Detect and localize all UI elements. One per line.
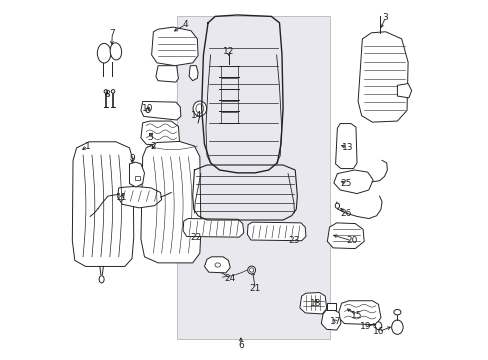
Text: 24: 24 xyxy=(224,274,235,283)
Bar xyxy=(220,89,238,100)
Polygon shape xyxy=(129,162,144,187)
Ellipse shape xyxy=(391,320,402,334)
Ellipse shape xyxy=(247,266,255,274)
Text: 10: 10 xyxy=(142,104,154,113)
Polygon shape xyxy=(176,16,329,339)
Text: 5: 5 xyxy=(147,132,152,141)
Polygon shape xyxy=(189,66,198,81)
Polygon shape xyxy=(118,186,162,208)
Polygon shape xyxy=(141,102,181,120)
Text: 11: 11 xyxy=(115,193,127,202)
Polygon shape xyxy=(321,309,340,330)
Text: 4: 4 xyxy=(183,20,188,29)
Text: 14: 14 xyxy=(190,111,202,120)
Ellipse shape xyxy=(335,203,339,208)
Text: 23: 23 xyxy=(288,236,300,245)
Polygon shape xyxy=(72,142,134,266)
Ellipse shape xyxy=(393,310,400,315)
Ellipse shape xyxy=(193,101,206,116)
Text: 22: 22 xyxy=(190,233,202,242)
Polygon shape xyxy=(151,27,198,66)
Ellipse shape xyxy=(104,90,107,93)
Text: 13: 13 xyxy=(342,143,353,152)
Polygon shape xyxy=(299,293,326,314)
Ellipse shape xyxy=(249,268,253,272)
Ellipse shape xyxy=(110,43,122,60)
Polygon shape xyxy=(337,301,380,325)
Polygon shape xyxy=(183,219,244,237)
Polygon shape xyxy=(357,32,407,122)
Ellipse shape xyxy=(99,276,104,283)
Text: 12: 12 xyxy=(222,47,234,56)
Text: 3: 3 xyxy=(382,13,387,22)
Polygon shape xyxy=(326,223,364,249)
Ellipse shape xyxy=(215,263,220,267)
Bar xyxy=(220,66,238,77)
Text: 21: 21 xyxy=(249,284,261,293)
Ellipse shape xyxy=(111,90,115,93)
Text: 1: 1 xyxy=(85,141,91,150)
Text: 8: 8 xyxy=(104,90,110,99)
Polygon shape xyxy=(141,141,201,263)
Polygon shape xyxy=(333,170,372,194)
Polygon shape xyxy=(247,222,305,241)
Bar xyxy=(135,176,140,180)
Polygon shape xyxy=(156,66,178,82)
Text: 16: 16 xyxy=(372,327,384,336)
Ellipse shape xyxy=(374,322,381,330)
Text: 18: 18 xyxy=(309,299,321,308)
Polygon shape xyxy=(141,121,179,146)
Ellipse shape xyxy=(97,43,111,63)
Bar xyxy=(220,112,238,123)
Ellipse shape xyxy=(145,108,150,112)
Polygon shape xyxy=(397,84,411,98)
Bar xyxy=(326,303,335,310)
Text: 9: 9 xyxy=(129,154,135,163)
Polygon shape xyxy=(204,257,230,273)
Text: 7: 7 xyxy=(109,29,115,38)
Bar xyxy=(220,101,238,111)
Polygon shape xyxy=(335,123,356,168)
Text: 19: 19 xyxy=(359,322,370,331)
Text: 15: 15 xyxy=(350,311,362,320)
Bar xyxy=(220,78,238,89)
Ellipse shape xyxy=(196,104,203,113)
Text: 17: 17 xyxy=(329,316,341,325)
Text: 2: 2 xyxy=(150,141,156,150)
Text: 20: 20 xyxy=(346,236,357,245)
Text: 25: 25 xyxy=(340,179,351,188)
Text: 6: 6 xyxy=(238,341,244,350)
Text: 26: 26 xyxy=(340,210,351,219)
